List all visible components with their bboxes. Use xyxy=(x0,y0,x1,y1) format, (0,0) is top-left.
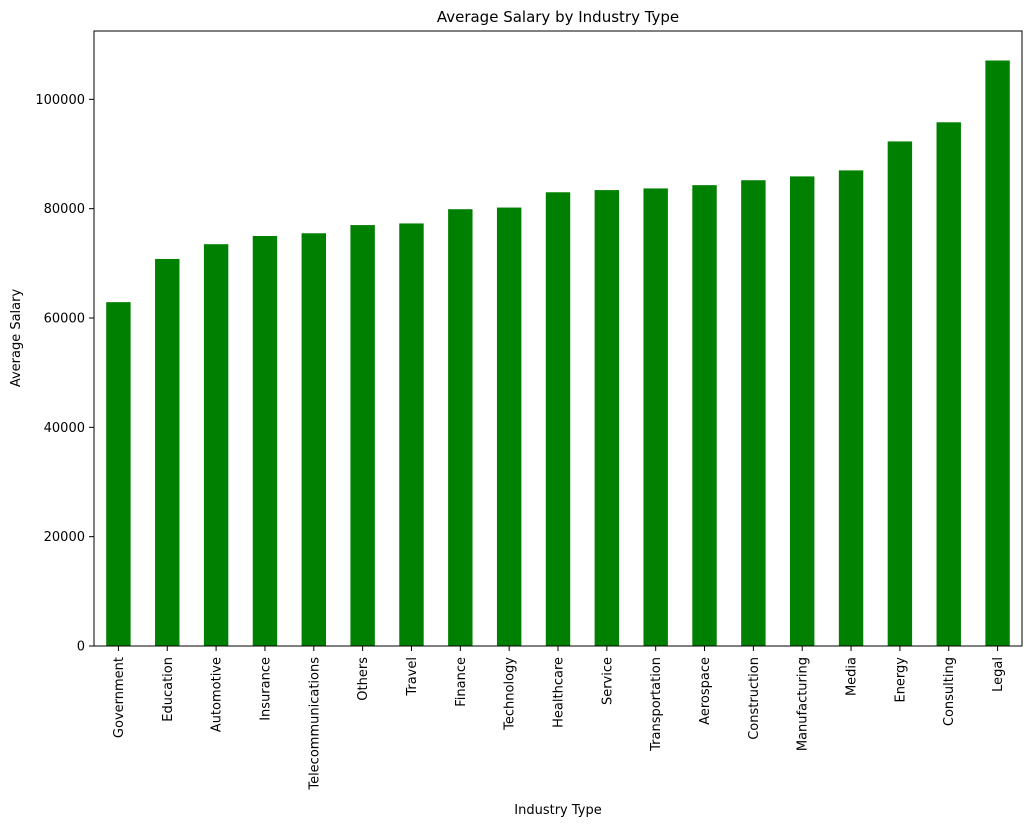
y-tick-label: 20000 xyxy=(44,530,85,545)
y-tick-label: 100000 xyxy=(35,93,85,108)
bar-education xyxy=(155,258,180,646)
bar-transportation xyxy=(643,188,668,646)
x-tick-label: Finance xyxy=(454,657,469,707)
x-tick-label: Others xyxy=(356,657,371,701)
bar-others xyxy=(350,225,375,646)
bar-legal xyxy=(985,60,1010,646)
x-tick-label: Construction xyxy=(747,657,762,740)
bars-group xyxy=(106,60,1010,647)
bar-manufacturing xyxy=(790,176,815,646)
bar-insurance xyxy=(252,236,278,646)
y-tick-label: 80000 xyxy=(44,202,85,217)
y-axis: 0 20000 40000 60000 80000 100000 xyxy=(35,93,94,655)
bar-telecommunications xyxy=(301,233,326,646)
x-tick-label: Energy xyxy=(893,657,908,703)
x-tick-label: Insurance xyxy=(258,657,273,721)
x-tick-label: Media xyxy=(845,657,860,696)
y-tick-label: 40000 xyxy=(44,421,85,436)
x-tick-label: Technology xyxy=(503,657,518,731)
bar-aerospace xyxy=(692,185,717,646)
x-tick-label: Service xyxy=(600,657,615,705)
x-axis-label: Industry Type xyxy=(514,803,601,818)
chart-title: Average Salary by Industry Type xyxy=(437,8,679,26)
bar-media xyxy=(838,170,864,646)
bar-healthcare xyxy=(545,192,571,646)
x-axis: Government Education Automotive Insurance Te… xyxy=(112,646,1006,791)
y-tick-label: 0 xyxy=(77,640,85,655)
bar-service xyxy=(594,190,620,646)
bar-government xyxy=(106,302,131,646)
x-tick-label: Healthcare xyxy=(552,657,567,728)
y-axis-label: Average Salary xyxy=(9,289,24,388)
x-tick-label: Transportation xyxy=(649,657,664,752)
x-tick-label: Manufacturing xyxy=(796,657,811,751)
bar-travel xyxy=(399,223,424,646)
y-tick-label: 60000 xyxy=(44,312,85,327)
x-tick-label: Aerospace xyxy=(698,657,713,725)
plot-frame xyxy=(93,30,1023,647)
x-tick-label: Legal xyxy=(991,657,1006,692)
bar-technology xyxy=(496,207,522,646)
bar-finance xyxy=(448,209,473,646)
x-tick-label: Government xyxy=(112,657,127,738)
bar-automotive xyxy=(203,244,229,646)
x-tick-label: Telecommunications xyxy=(307,657,322,791)
x-tick-label: Automotive xyxy=(210,657,225,732)
bar-consulting xyxy=(936,122,961,647)
bar-energy xyxy=(887,141,913,646)
x-tick-label: Education xyxy=(161,657,176,722)
x-tick-label: Travel xyxy=(405,657,420,697)
bar-construction xyxy=(741,180,766,647)
x-tick-label: Consulting xyxy=(942,657,957,726)
